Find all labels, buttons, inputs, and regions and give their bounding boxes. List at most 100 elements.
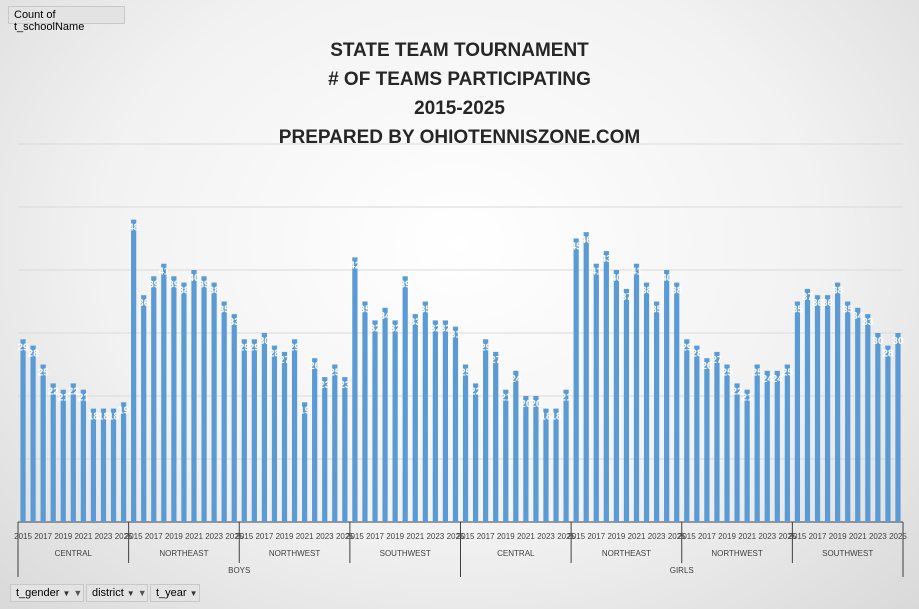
year-tick-label: 2019 (497, 532, 515, 541)
year-tick-label: 2021 (628, 532, 646, 541)
data-label: 18 (550, 412, 562, 423)
bar (40, 364, 46, 522)
data-label: 29 (249, 342, 261, 353)
data-label: 19 (118, 405, 130, 416)
data-label: 29 (17, 342, 29, 353)
filter-label: t_year (156, 587, 187, 599)
data-label: 19 (299, 405, 311, 416)
data-label: 22 (48, 386, 60, 397)
bar (302, 402, 308, 522)
district-label: SOUTHWEST (380, 549, 431, 558)
year-tick-label: 2017 (587, 532, 605, 541)
chart-title-line: PREPARED BY OHIOTENNISZONE.COM (278, 127, 641, 148)
data-label: 39 (198, 279, 210, 290)
year-tick-label: 2025 (225, 532, 243, 541)
year-tick-label: 2017 (698, 532, 716, 541)
bar (875, 333, 881, 522)
bar (895, 333, 901, 522)
bar (80, 389, 86, 522)
year-tick-label: 2019 (276, 532, 294, 541)
bar (221, 301, 227, 522)
data-label: 32 (369, 323, 381, 334)
data-label: 27 (711, 355, 723, 366)
bar (432, 320, 438, 522)
data-label: 24 (762, 374, 774, 385)
data-label: 32 (390, 323, 402, 334)
data-label: 48 (128, 223, 140, 234)
year-tick-label: 2019 (718, 532, 736, 541)
data-label: 31 (450, 330, 462, 341)
bar (553, 408, 559, 522)
bar (462, 364, 469, 522)
data-label: 43 (601, 254, 613, 265)
bar (794, 301, 801, 522)
data-label: 39 (400, 279, 412, 290)
data-label: 41 (158, 267, 170, 278)
data-label: 18 (98, 412, 110, 423)
bar (784, 364, 790, 522)
data-label: 42 (349, 260, 361, 271)
year-tick-label: 2015 (125, 532, 143, 541)
data-label: 36 (812, 298, 824, 309)
bar (402, 276, 408, 522)
value-field-button[interactable]: Count of t_schoolName (8, 6, 125, 33)
chart-title-line: STATE TEAM TOURNAMENT (330, 40, 589, 61)
year-tick-label: 2017 (255, 532, 273, 541)
chart-title-line: # OF TEAMS PARTICIPATING (328, 69, 591, 90)
data-label: 25 (752, 368, 764, 379)
bar (613, 270, 619, 522)
bar (774, 370, 780, 522)
bar (442, 320, 449, 522)
bar (583, 232, 589, 522)
data-label: 39 (148, 279, 160, 290)
year-tick-label: 2019 (607, 532, 625, 541)
bar (684, 339, 690, 522)
data-label: 38 (641, 286, 653, 297)
bar (563, 389, 569, 522)
dropdown-arrow-icon: ▼ (126, 588, 135, 598)
year-tick-label: 2025 (889, 532, 907, 541)
district-label: CENTRAL (497, 549, 535, 558)
bar (664, 270, 670, 522)
data-label: 35 (420, 305, 432, 316)
data-label: 37 (621, 292, 633, 303)
data-label: 27 (279, 355, 291, 366)
year-tick-label: 2023 (869, 532, 887, 541)
data-label: 40 (611, 273, 623, 284)
data-label: 41 (631, 267, 643, 278)
filter-button-t-gender[interactable]: t_gender ▼ ▼ (10, 584, 84, 602)
bar (211, 282, 217, 522)
data-label: 21 (58, 393, 70, 404)
year-tick-label: 2015 (457, 532, 475, 541)
district-label: CENTRAL (55, 549, 93, 558)
bar (141, 295, 147, 522)
gender-label: GIRLS (670, 566, 694, 575)
filter-label: t_gender (16, 587, 60, 599)
year-tick-label: 2025 (778, 532, 796, 541)
year-tick-label: 2015 (567, 532, 585, 541)
bar (151, 276, 157, 522)
data-label: 25 (721, 368, 733, 379)
bar (503, 389, 509, 522)
bar (412, 314, 418, 522)
bar (885, 345, 891, 522)
year-tick-label: 2017 (34, 532, 52, 541)
bar (824, 295, 831, 522)
bar (483, 339, 489, 522)
data-label: 34 (380, 311, 392, 322)
bar (131, 219, 137, 522)
year-tick-label: 2023 (758, 532, 776, 541)
bar (261, 333, 268, 522)
bar (241, 339, 247, 522)
data-label: 35 (842, 305, 854, 316)
bar (493, 351, 499, 522)
bar (623, 288, 630, 522)
year-tick-label: 2023 (426, 532, 444, 541)
bar (362, 301, 368, 522)
bar (593, 263, 599, 522)
data-label: 38 (671, 286, 683, 297)
filter-button-t-year[interactable]: t_year ▼ (150, 584, 200, 602)
filter-button-district[interactable]: district ▼ ▼ (86, 584, 148, 602)
data-label: 24 (510, 374, 522, 385)
district-label: NORTHEAST (602, 549, 651, 558)
